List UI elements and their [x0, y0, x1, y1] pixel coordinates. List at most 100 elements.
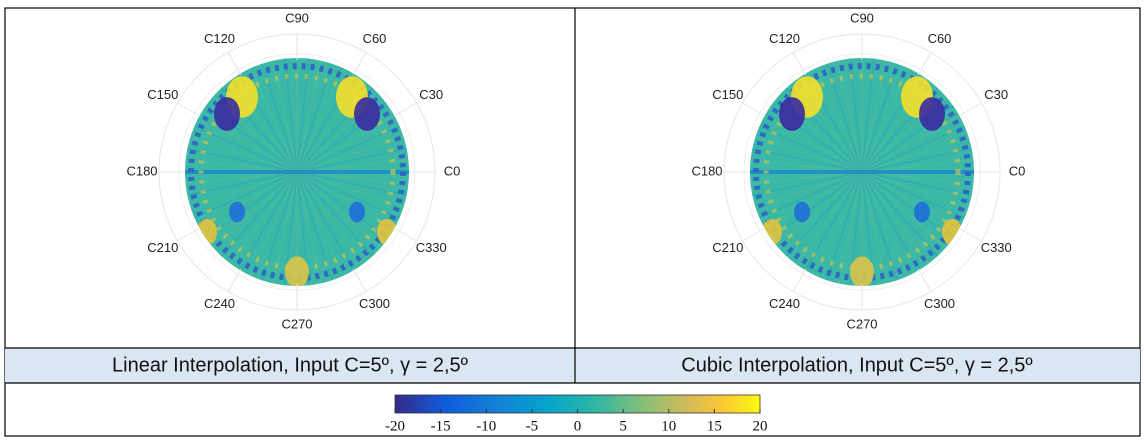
heatmap-ray	[847, 171, 863, 286]
heatmap-spot	[850, 256, 874, 286]
heatmap-ray	[199, 84, 298, 173]
heatmap-ray	[296, 58, 325, 173]
heatmap-ray	[243, 58, 298, 173]
angle-label: C120	[769, 31, 800, 46]
colorbar-tick-label: 20	[753, 418, 768, 434]
heatmap-spot	[285, 256, 309, 286]
heatmap-ray	[861, 58, 877, 173]
polar-spoke	[792, 268, 807, 292]
heatmap-ray	[774, 74, 863, 173]
angle-label: C300	[359, 296, 390, 311]
heatmap-ray	[796, 171, 863, 285]
polar-spoke	[227, 52, 242, 76]
heatmap-ray	[296, 171, 409, 200]
heatmap-ray	[861, 171, 974, 226]
heatmap-ray	[296, 144, 409, 173]
polar-spoke	[742, 227, 766, 242]
colorbar-tick-label: 5	[619, 418, 627, 434]
angle-label: C270	[846, 316, 877, 331]
heatmap-ray	[861, 157, 974, 173]
colorbar-tick-label: -5	[526, 418, 539, 434]
heatmap-ray	[296, 171, 409, 213]
angle-label: C150	[147, 87, 178, 102]
polar-spoke	[917, 52, 932, 76]
heatmap-ray	[185, 171, 298, 200]
heatmap-ray	[861, 118, 974, 173]
heatmap-spot	[779, 97, 805, 131]
polar-spoke	[792, 52, 807, 76]
caption: Cubic Interpolation, Input C=5º, γ = 2,5…	[681, 354, 1033, 376]
polar-spoke	[393, 227, 417, 242]
angle-label: C210	[712, 240, 743, 255]
heatmap-rim	[753, 63, 971, 281]
heatmap-ray	[256, 58, 298, 173]
heatmap-ray	[861, 106, 974, 173]
angle-label: C90	[285, 10, 309, 25]
angle-label: C240	[204, 296, 235, 311]
polar-spoke	[227, 268, 242, 292]
polar-spoke	[352, 52, 367, 76]
colorbar-tick-label: -10	[476, 418, 496, 434]
polar-spoke	[177, 102, 201, 117]
colorbar-tick-label: -15	[431, 418, 451, 434]
heatmap-spot	[349, 201, 365, 223]
heatmap-spot	[919, 97, 945, 131]
heatmap-ray	[296, 171, 409, 226]
heatmap-ray	[834, 171, 863, 286]
angle-label: C120	[204, 31, 235, 46]
angle-label: C30	[984, 87, 1008, 102]
heatmap-rim	[188, 63, 406, 281]
heatmap-ray	[296, 106, 409, 173]
angle-label: C300	[924, 296, 955, 311]
heatmap-ray	[764, 84, 863, 173]
heatmap-ray	[861, 171, 950, 270]
heatmap-ray	[296, 118, 409, 173]
angle-label: C30	[419, 87, 443, 102]
polar-spoke	[352, 268, 367, 292]
heatmap-ray	[296, 171, 338, 286]
angle-label: C90	[850, 10, 874, 25]
angle-label: C240	[769, 296, 800, 311]
heatmap-ray	[861, 171, 960, 260]
heatmap-ray	[821, 58, 863, 173]
heatmap-ray	[750, 171, 863, 200]
caption: Linear Interpolation, Input C=5º, γ = 2,…	[112, 354, 469, 376]
caption-row	[5, 348, 1140, 383]
heatmap	[185, 58, 409, 286]
angle-label: C270	[281, 316, 312, 331]
polar-spoke	[917, 268, 932, 292]
polar-spoke	[393, 102, 417, 117]
heatmap-ray	[282, 171, 298, 286]
heatmap-ray	[269, 171, 298, 286]
angle-label: C180	[126, 163, 157, 178]
angle-label: C60	[928, 31, 952, 46]
heatmap-ray	[185, 131, 298, 173]
heatmap-ray	[861, 58, 890, 173]
heatmap-ray	[861, 171, 916, 286]
colorbar-tick-label: 15	[707, 418, 722, 434]
heatmap-ray	[750, 171, 863, 187]
heatmap-spot	[214, 97, 240, 131]
heatmap-ray	[750, 118, 863, 173]
heatmap-ray	[861, 171, 974, 200]
heatmap-ray	[296, 94, 403, 173]
polar-spoke	[177, 227, 201, 242]
polar-spoke	[958, 102, 982, 117]
angle-label: C210	[147, 240, 178, 255]
heatmap-band	[185, 170, 409, 174]
heatmap-ray	[209, 74, 298, 173]
heatmap-ray	[808, 58, 863, 173]
angle-label: C150	[712, 87, 743, 102]
heatmap	[750, 58, 974, 286]
polar-plot: C0 C30 C60 C90 C120 C150 C180 C210 C240 C270 C300 C…	[126, 10, 460, 331]
heatmap-ray	[296, 171, 385, 270]
angle-label: C0	[444, 163, 461, 178]
heatmap-ray	[861, 144, 974, 173]
colorbar-tick-label: -20	[385, 418, 405, 434]
heatmap-ray	[861, 171, 903, 286]
heatmap-ray	[231, 171, 298, 285]
polar-spoke	[742, 102, 766, 117]
angle-label: C60	[363, 31, 387, 46]
angle-label: C330	[416, 240, 447, 255]
